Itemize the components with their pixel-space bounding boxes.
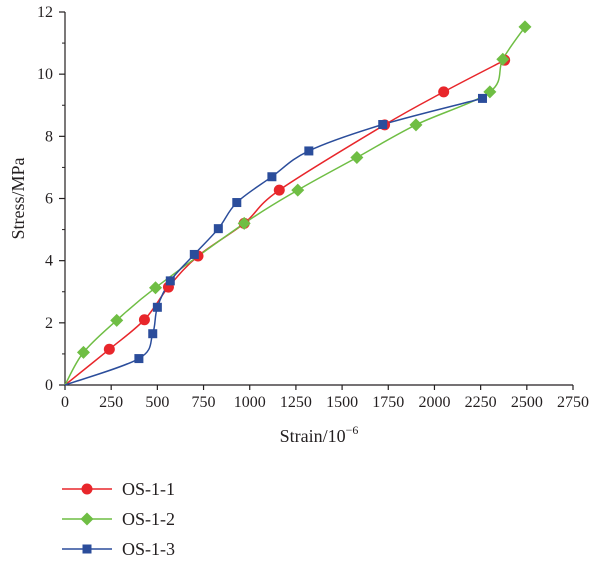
- legend-label: OS-1-1: [122, 479, 175, 499]
- y-tick-label: 0: [45, 377, 53, 394]
- data-point-circle: [103, 343, 115, 355]
- series-layer: [64, 20, 532, 386]
- data-point-diamond: [350, 150, 364, 164]
- data-point-diamond: [291, 183, 305, 197]
- legend-label: OS-1-3: [122, 539, 175, 559]
- data-point-square: [148, 329, 158, 339]
- data-point-square: [134, 354, 144, 364]
- legend-item-os-1-2: OS-1-2: [62, 509, 175, 529]
- x-tick-label: 1750: [372, 394, 404, 411]
- y-axis-ticks: 0 2 4 6 8 10 12: [37, 4, 65, 394]
- legend-item-os-1-1: OS-1-1: [62, 479, 175, 499]
- x-tick-label: 500: [145, 394, 169, 411]
- legend: OS-1-1 OS-1-2 OS-1-3: [62, 479, 175, 559]
- y-tick-label: 8: [45, 128, 53, 145]
- x-tick-label: 1500: [326, 394, 358, 411]
- x-axis-title: Strain/10−6: [280, 423, 359, 446]
- y-tick-label: 6: [45, 191, 53, 208]
- x-tick-label: 2750: [557, 394, 589, 411]
- data-point-circle: [438, 86, 450, 98]
- data-point-square: [189, 249, 199, 259]
- y-tick-label: 2: [45, 315, 53, 332]
- data-point-square: [477, 93, 487, 103]
- legend-item-os-1-3: OS-1-3: [62, 539, 175, 559]
- series-line-os-1-2: [64, 26, 526, 386]
- x-tick-label: 1000: [234, 394, 266, 411]
- data-point-diamond: [409, 118, 423, 132]
- data-point-diamond: [76, 345, 90, 359]
- series-markers-os-1-3: [134, 93, 487, 364]
- series-line-os-1-3: [64, 97, 483, 386]
- x-tick-label: 250: [99, 394, 123, 411]
- x-tick-label: 1250: [280, 394, 312, 411]
- data-point-square: [152, 302, 162, 312]
- series-markers-os-1-2: [76, 20, 532, 359]
- x-axis-ticks: 0 250 500 750 1000 1250 1500 1750 2000 2250 2500 27…: [61, 385, 589, 411]
- axes: [64, 12, 573, 386]
- y-tick-label: 4: [45, 253, 53, 270]
- data-point-diamond: [110, 313, 124, 327]
- data-point-diamond: [149, 281, 163, 295]
- x-tick-label: 2250: [465, 394, 497, 411]
- legend-marker-diamond: [80, 512, 94, 526]
- x-tick-label: 750: [192, 394, 216, 411]
- data-point-circle: [138, 314, 150, 326]
- x-axis-title-text: Strain/10: [280, 426, 346, 446]
- legend-marker-circle: [81, 483, 93, 495]
- data-point-square: [378, 120, 388, 130]
- x-axis-title-exponent: −6: [346, 423, 359, 437]
- data-point-square: [213, 224, 223, 234]
- data-point-diamond: [237, 216, 251, 230]
- series-markers-os-1-1: [103, 54, 511, 355]
- data-point-square: [304, 146, 314, 156]
- x-tick-label: 2000: [418, 394, 450, 411]
- x-tick-label: 0: [61, 394, 69, 411]
- data-point-diamond: [496, 52, 510, 66]
- legend-label: OS-1-2: [122, 509, 175, 529]
- data-point-square: [232, 198, 242, 208]
- y-axis-title: Stress/MPa: [8, 157, 28, 239]
- data-point-diamond: [518, 20, 532, 34]
- legend-marker-square: [82, 544, 92, 554]
- data-point-circle: [273, 184, 285, 196]
- x-tick-label: 2500: [511, 394, 543, 411]
- data-point-square: [267, 172, 277, 182]
- data-point-square: [165, 276, 175, 286]
- y-tick-label: 12: [37, 4, 53, 21]
- y-tick-label: 10: [37, 66, 53, 83]
